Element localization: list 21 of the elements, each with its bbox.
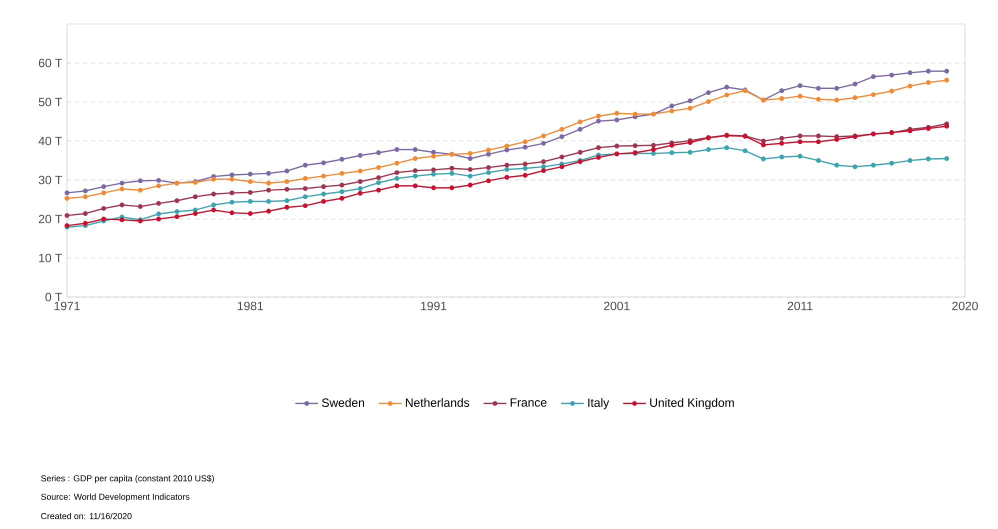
x-tick-label: 1991	[421, 302, 446, 310]
y-tick-label: 60 T	[38, 58, 62, 68]
y-tick-label: 20 T	[38, 214, 62, 224]
y-tick-label: 30 T	[38, 176, 62, 184]
legend-label: Netherlands	[406, 398, 470, 407]
legend-label: France	[510, 398, 547, 407]
source-note: Source: World Development Indicators	[41, 493, 190, 502]
x-tick-label: 2020	[952, 302, 978, 310]
x-tick-label: 1981	[238, 302, 264, 310]
text: Series : GDP per capita (constant 2010 US$)	[41, 474, 214, 484]
legend-label: Italy	[588, 398, 610, 410]
y-tick-label: 50 T	[38, 98, 62, 106]
y-tick-label: 10 T	[39, 254, 62, 262]
legend-label: Sweden	[322, 398, 364, 407]
y-tick-label: 0 T	[45, 292, 62, 302]
y-tick-label: 40 T	[38, 136, 62, 146]
x-tick-label: 2011	[788, 302, 812, 310]
x-tick-label: 1971	[54, 302, 80, 310]
x-tick-label: 2001	[604, 302, 630, 310]
text: Created on: 11/16/2020	[41, 512, 132, 520]
legend-label: United Kingdom	[650, 398, 734, 410]
